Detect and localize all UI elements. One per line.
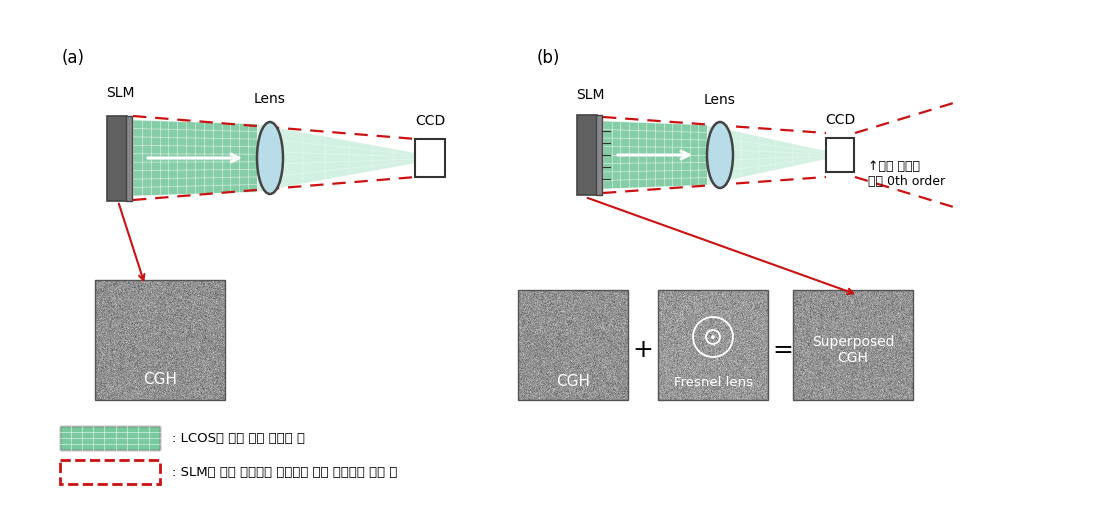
Text: Superposed
CGH: Superposed CGH xyxy=(812,335,895,365)
Text: CGH: CGH xyxy=(556,375,590,390)
Ellipse shape xyxy=(707,122,733,188)
Bar xyxy=(107,116,127,200)
Text: SLM: SLM xyxy=(576,88,604,102)
Bar xyxy=(577,115,597,195)
Polygon shape xyxy=(603,121,707,189)
Text: : LCOS에 의해 위상 변조된 빔: : LCOS에 의해 위상 변조된 빔 xyxy=(173,431,306,445)
Circle shape xyxy=(711,335,714,339)
Bar xyxy=(518,290,628,400)
Polygon shape xyxy=(257,124,417,192)
Text: ↑표면 반사에
의한 0th order: ↑표면 반사에 의한 0th order xyxy=(868,160,945,188)
Text: CGH: CGH xyxy=(143,373,177,387)
Text: Lens: Lens xyxy=(254,92,286,106)
Text: : SLM의 표면 유리에서 반사되어 위상 변조되지 못한 빔: : SLM의 표면 유리에서 반사되어 위상 변조되지 못한 빔 xyxy=(173,465,398,479)
Text: +: + xyxy=(633,338,654,362)
Text: (b): (b) xyxy=(537,49,560,67)
Text: =: = xyxy=(773,338,793,362)
Bar xyxy=(126,116,132,200)
Text: CCD: CCD xyxy=(825,113,855,127)
Text: CCD: CCD xyxy=(415,114,445,128)
Bar xyxy=(658,290,768,400)
Polygon shape xyxy=(707,125,826,185)
Polygon shape xyxy=(133,120,257,196)
Bar xyxy=(596,115,602,195)
Bar xyxy=(60,460,160,484)
Text: SLM: SLM xyxy=(106,86,134,100)
Text: Lens: Lens xyxy=(704,93,736,107)
Text: (a): (a) xyxy=(62,49,85,67)
Ellipse shape xyxy=(257,122,284,194)
Bar xyxy=(60,426,160,450)
Bar xyxy=(826,138,854,172)
Bar xyxy=(415,139,445,177)
Bar xyxy=(95,280,225,400)
Text: Fresnel lens: Fresnel lens xyxy=(674,375,753,388)
Bar xyxy=(793,290,913,400)
